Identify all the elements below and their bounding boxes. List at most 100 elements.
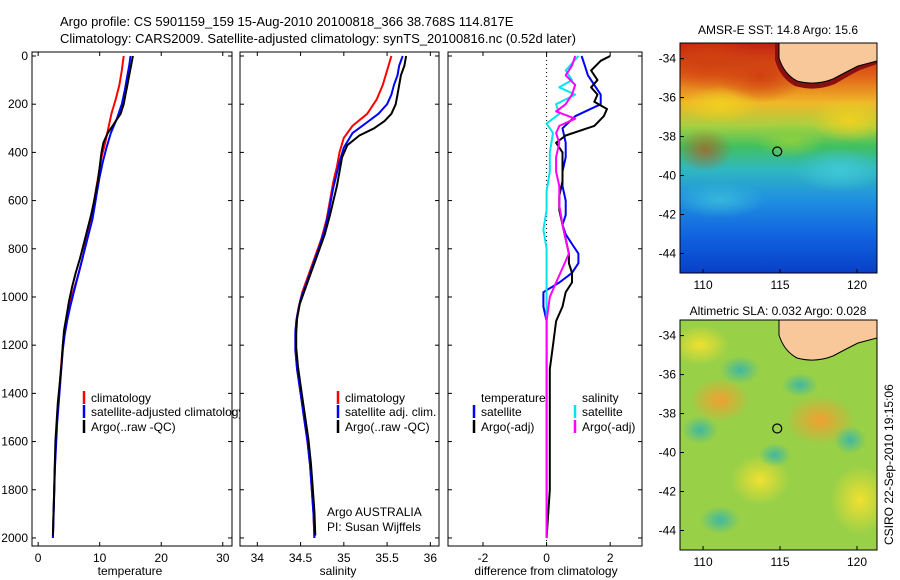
sla-map-panel: Altimetric SLA: 0.032 Argo: 0.028 110 115…	[659, 304, 878, 569]
salinity-ticks: 34 34.5 35 35.5 36	[240, 52, 439, 565]
legend-label-climatology: climatology	[345, 391, 405, 405]
x-tick-label: 115	[770, 555, 789, 569]
difference-axes-frame	[447, 51, 643, 547]
x-tick-label: 110	[694, 278, 713, 292]
salinity-legend: climatology satellite adj. clim. Argo(..…	[336, 391, 436, 434]
sst-green-patch	[755, 122, 825, 158]
y-tick-label: -36	[659, 91, 677, 105]
y-tick-label: 1200	[1, 338, 28, 352]
sst-map-ticks: 110 115 120 -34 -36 -38 -40 -42 -44	[659, 52, 868, 292]
argo-float-marker	[772, 146, 783, 157]
sla-high-patch	[730, 455, 790, 505]
temperature-legend: climatology satellite-adjusted climatolo…	[82, 391, 244, 434]
land-area	[778, 320, 877, 361]
difference-ticks: -2 0 2	[448, 52, 642, 565]
sla-low-patch	[834, 426, 866, 454]
y-tick-label: -34	[659, 329, 677, 343]
y-tick-label: -44	[659, 524, 677, 538]
series-line	[51, 55, 134, 536]
sla-low-patch	[720, 356, 760, 384]
difference-xlabel: difference from climatology	[474, 564, 617, 578]
sla-map-frame	[679, 319, 878, 551]
y-tick-label: 400	[8, 145, 28, 159]
sla-low-patch	[682, 416, 718, 444]
x-tick-label: -2	[478, 551, 489, 565]
y-tick-label: 800	[8, 242, 28, 256]
x-tick-label: 0	[35, 551, 42, 565]
y-tick-label: -40	[659, 446, 677, 460]
legend-title-salinity: salinity	[582, 391, 619, 405]
sla-low-patch	[700, 506, 740, 534]
legend-label-satellite: satellite-adjusted climatology	[91, 405, 244, 419]
x-tick-label: 2	[607, 551, 614, 565]
header-line1: Argo profile: CS 5901159_159 15-Aug-2010…	[60, 14, 514, 29]
temperature-lines	[51, 55, 134, 539]
sst-warm-eddy	[680, 128, 733, 172]
legend-label-argo: Argo(..raw -QC)	[91, 420, 176, 434]
sla-high-patch	[830, 465, 877, 535]
x-tick-label: 34.5	[289, 551, 313, 565]
x-tick-label: 20	[155, 551, 169, 565]
y-tick-label: 1600	[1, 435, 28, 449]
sla-map-title: Altimetric SLA: 0.032 Argo: 0.028	[690, 304, 867, 318]
difference-lines	[542, 52, 611, 546]
sst-cyan-patch	[795, 148, 877, 192]
legend-label-temp-satellite: satellite	[481, 405, 522, 419]
y-tick-label: -42	[659, 208, 677, 222]
temperature-xlabel: temperature	[98, 564, 163, 578]
temperature-ticks: 0 10 20 30 0 200 400 600 800 1000 1200 1400 1600 1800…	[1, 49, 232, 565]
y-tick-label: 200	[8, 97, 28, 111]
x-tick-label: 35	[337, 551, 351, 565]
sla-low-patch	[782, 373, 818, 397]
sst-map-field	[680, 43, 877, 273]
y-tick-label: 2000	[1, 531, 28, 545]
x-tick-label: 30	[216, 551, 230, 565]
annotation-argo-country: Argo AUSTRALIA	[327, 505, 422, 519]
x-tick-label: 35.5	[375, 551, 399, 565]
temperature-panel: 0 10 20 30 0 200 400 600 800 1000 1200 1400 1600 1800…	[1, 49, 244, 578]
argo-float-marker	[772, 423, 783, 434]
y-tick-label: -42	[659, 485, 677, 499]
x-tick-label: 0	[543, 551, 550, 565]
series-line	[545, 55, 577, 538]
annotation-pi: PI: Susan Wijffels	[327, 520, 421, 534]
x-tick-label: 115	[770, 278, 789, 292]
y-tick-label: -44	[659, 247, 677, 261]
series-line	[294, 55, 404, 539]
sla-low-patch	[759, 443, 791, 467]
sst-cyan-patch	[680, 182, 765, 218]
sla-map-field	[680, 320, 877, 550]
side-label: CSIRO 22-Sep-2010 19:15:06	[882, 384, 896, 545]
y-tick-label: -38	[659, 130, 677, 144]
y-tick-label: -36	[659, 368, 677, 382]
sst-yellow-patch	[810, 98, 877, 142]
x-tick-label: 34	[251, 551, 265, 565]
x-tick-label: 110	[694, 555, 713, 569]
legend-label-sal-satellite: satellite	[582, 405, 623, 419]
y-tick-label: -34	[659, 52, 677, 66]
y-tick-label: 1400	[1, 386, 28, 400]
legend-label-climatology: climatology	[91, 391, 151, 405]
y-tick-label: -40	[659, 169, 677, 183]
temperature-axes-frame	[31, 51, 233, 547]
salinity-axes-frame	[239, 51, 440, 547]
y-tick-label: 600	[8, 194, 28, 208]
legend-title-temperature: temperature	[481, 391, 546, 405]
legend-label-sal-argo: Argo(-adj)	[582, 420, 635, 434]
sst-yellow-patch	[680, 87, 760, 123]
sst-map-title: AMSR-E SST: 14.8 Argo: 15.6	[698, 23, 858, 37]
difference-legend: temperature satellite Argo(-adj) salinit…	[472, 391, 635, 434]
x-tick-label: 10	[93, 551, 107, 565]
header-line2: Climatology: CARS2009. Satellite-adjuste…	[60, 31, 576, 46]
difference-panel: -2 0 2 difference from climatology tempera…	[447, 51, 643, 578]
salinity-lines	[294, 55, 408, 539]
y-tick-label: 1800	[1, 483, 28, 497]
y-tick-label: 1000	[1, 290, 28, 304]
x-tick-label: 36	[424, 551, 438, 565]
land-area	[778, 43, 877, 84]
salinity-xlabel: salinity	[320, 564, 357, 578]
sla-high-patch	[680, 325, 730, 365]
series-line	[295, 55, 408, 536]
salinity-panel: 34 34.5 35 35.5 36 salinity climatology sate…	[239, 51, 440, 578]
